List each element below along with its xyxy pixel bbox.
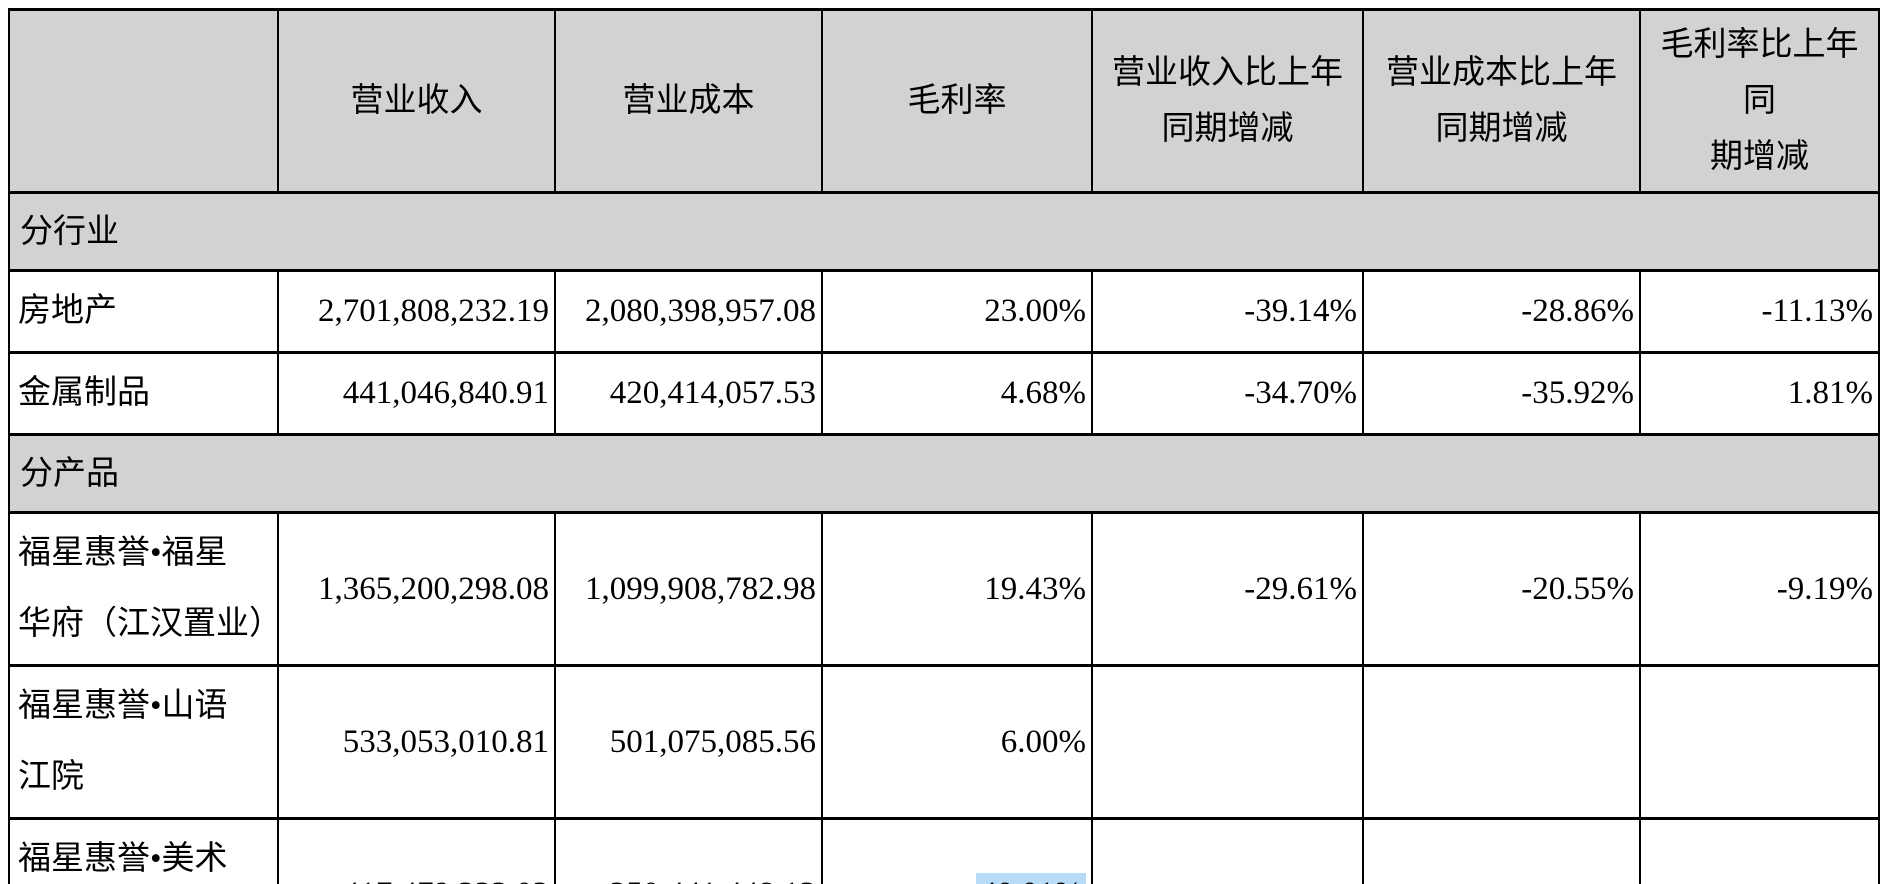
value-cell-margin-yoy: -9.19% xyxy=(1639,511,1880,668)
header-row: 营业收入 营业成本 毛利率 营业收入比上年 同期增减 营业成本比上年 同期增减 … xyxy=(8,7,1880,195)
table-row-real-estate: 房地产 2,701,808,232.19 2,080,398,957.08 23… xyxy=(8,269,1880,355)
value-cell-margin-yoy xyxy=(1639,664,1880,820)
header-cell-gross-margin: 毛利率 xyxy=(821,7,1093,195)
value-cell-revenue-yoy: -29.61% xyxy=(1091,511,1364,668)
section-label: 分行业 xyxy=(8,191,1880,273)
row-label-cell: 金属制品 xyxy=(8,351,279,437)
row-label-cell: 房地产 xyxy=(8,269,279,355)
value-cell-cost-yoy: -28.86% xyxy=(1362,269,1641,355)
value-cell-cost-yoy: -20.55% xyxy=(1362,511,1641,668)
financial-table: 营业收入 营业成本 毛利率 营业收入比上年 同期增减 营业成本比上年 同期增减 … xyxy=(8,7,1880,884)
row-label-cell: 福星惠誉•福星 华府（江汉置业） xyxy=(8,511,279,668)
header-cell-rowlabel xyxy=(8,7,279,195)
value-cell-margin-yoy xyxy=(1639,816,1880,884)
table-row-metal-products: 金属制品 441,046,840.91 420,414,057.53 4.68%… xyxy=(8,351,1880,437)
section-row-by-product: 分产品 xyxy=(8,433,1880,515)
value-cell-revenue: 1,365,200,298.08 xyxy=(277,511,556,668)
highlighted-value: 40.01% xyxy=(976,873,1086,884)
table-row-meishucheng: 福星惠誉•美术 城 417,479,233.02 250,441,448.13 … xyxy=(8,816,1880,884)
value-cell-revenue-yoy: -34.70% xyxy=(1091,351,1364,437)
row-label-cell: 福星惠誉•山语 江院 xyxy=(8,664,279,820)
value-cell-gross-margin: 19.43% xyxy=(821,511,1093,668)
value-cell-margin-yoy: -11.13% xyxy=(1639,269,1880,355)
value-cell-revenue-yoy: -39.14% xyxy=(1091,269,1364,355)
value-cell-gross-margin: 23.00% xyxy=(821,269,1093,355)
header-cell-revenue: 营业收入 xyxy=(277,7,556,195)
header-cell-cost: 营业成本 xyxy=(554,7,823,195)
value-cell-cost: 1,099,908,782.98 xyxy=(554,511,823,668)
value-cell-gross-margin: 6.00% xyxy=(821,664,1093,820)
table-row-shanyu-jiangyuan: 福星惠誉•山语 江院 533,053,010.81 501,075,085.56… xyxy=(8,664,1880,820)
value-cell-margin-yoy: 1.81% xyxy=(1639,351,1880,437)
value-cell-revenue-yoy xyxy=(1091,816,1364,884)
row-label-cell: 福星惠誉•美术 城 xyxy=(8,816,279,884)
value-cell-cost: 420,414,057.53 xyxy=(554,351,823,437)
value-cell-cost: 501,075,085.56 xyxy=(554,664,823,820)
value-cell-gross-margin: 4.68% xyxy=(821,351,1093,437)
value-cell-cost-yoy xyxy=(1362,664,1641,820)
value-cell-cost: 250,441,448.13 xyxy=(554,816,823,884)
header-cell-revenue-yoy: 营业收入比上年 同期增减 xyxy=(1091,7,1364,195)
table-row-fuxing-huafu: 福星惠誉•福星 华府（江汉置业） 1,365,200,298.08 1,099,… xyxy=(8,511,1880,668)
value-cell-revenue-yoy xyxy=(1091,664,1364,820)
value-cell-cost-yoy xyxy=(1362,816,1641,884)
value-cell-revenue: 533,053,010.81 xyxy=(277,664,556,820)
value-cell-revenue: 2,701,808,232.19 xyxy=(277,269,556,355)
value-cell-cost: 2,080,398,957.08 xyxy=(554,269,823,355)
section-label: 分产品 xyxy=(8,433,1880,515)
header-cell-margin-yoy: 毛利率比上年同 期增减 xyxy=(1639,7,1880,195)
value-cell-revenue: 441,046,840.91 xyxy=(277,351,556,437)
value-cell-revenue: 417,479,233.02 xyxy=(277,816,556,884)
value-cell-gross-margin: 40.01% xyxy=(821,816,1093,884)
section-row-by-industry: 分行业 xyxy=(8,191,1880,273)
value-cell-cost-yoy: -35.92% xyxy=(1362,351,1641,437)
header-cell-cost-yoy: 营业成本比上年 同期增减 xyxy=(1362,7,1641,195)
